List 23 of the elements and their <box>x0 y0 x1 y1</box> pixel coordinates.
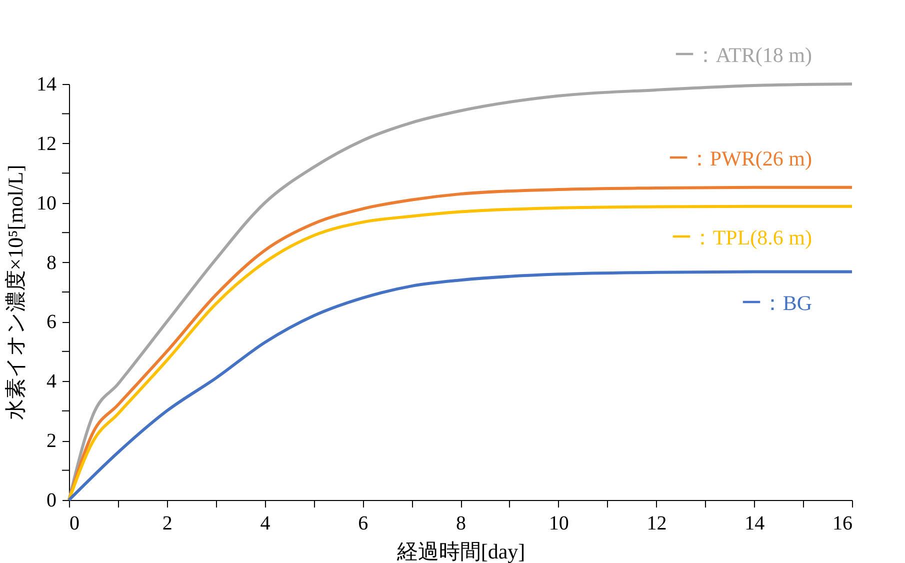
y-axis-title: 水素イオン濃度×10⁵[mol/L] <box>4 164 28 420</box>
x-tick-label: 0 <box>70 512 80 534</box>
y-tick-label: 14 <box>36 74 56 96</box>
y-tick-label: 6 <box>46 311 56 334</box>
x-tick-label: 12 <box>646 512 667 534</box>
y-tick-label: 2 <box>46 430 56 452</box>
y-tick-label: 0 <box>46 490 56 512</box>
series-label: ー：BG <box>740 290 812 315</box>
x-tick-label: 8 <box>456 512 466 534</box>
series-label: ー：TPL(8.6 m) <box>670 225 812 250</box>
series-label: ー：PWR(26 m) <box>668 146 812 170</box>
y-tick-label: 8 <box>46 252 56 274</box>
x-tick-label: 2 <box>162 512 172 534</box>
x-tick-label: 4 <box>260 512 270 534</box>
y-tick-label: 10 <box>36 192 56 214</box>
y-tick-label: 12 <box>36 132 56 155</box>
x-tick-label: 6 <box>358 512 368 534</box>
x-tick-label: 14 <box>744 512 765 534</box>
x-axis-title: 経過時間[day] <box>396 540 526 563</box>
y-tick-label: 4 <box>46 370 56 393</box>
series-label: ー：ATR(18 m) <box>674 43 812 67</box>
x-tick-label: 16 <box>832 512 852 534</box>
x-tick-label: 10 <box>548 512 569 534</box>
